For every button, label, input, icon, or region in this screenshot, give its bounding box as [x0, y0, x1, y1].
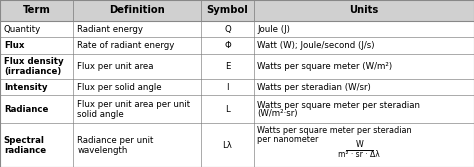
Text: Flux per solid angle: Flux per solid angle: [77, 83, 162, 92]
Text: Lλ: Lλ: [223, 141, 232, 150]
Text: Spectral
radiance: Spectral radiance: [4, 136, 46, 155]
Text: Radiance per unit
wavelength: Radiance per unit wavelength: [77, 136, 154, 155]
Text: Definition: Definition: [109, 5, 165, 15]
Text: Intensity: Intensity: [4, 83, 47, 92]
Bar: [0, 0, 474, 21]
Text: E: E: [225, 62, 230, 71]
Text: Q: Q: [224, 25, 231, 34]
Text: Φ: Φ: [224, 41, 231, 50]
Text: Flux per unit area per unit
solid angle: Flux per unit area per unit solid angle: [77, 100, 191, 119]
Text: Watt (W); Joule/second (J/s): Watt (W); Joule/second (J/s): [257, 41, 375, 50]
Bar: [0, 21, 474, 37]
Text: Symbol: Symbol: [207, 5, 248, 15]
Text: Rate of radiant energy: Rate of radiant energy: [77, 41, 174, 50]
Text: Radiant energy: Radiant energy: [77, 25, 143, 34]
Text: Watts per steradian (W/sr): Watts per steradian (W/sr): [257, 83, 371, 92]
Text: Term: Term: [23, 5, 51, 15]
Bar: [0, 37, 474, 54]
Text: Watts per square meter per steradian: Watts per square meter per steradian: [257, 101, 420, 110]
Bar: [0, 79, 474, 95]
Text: I: I: [226, 83, 229, 92]
Text: m² · sr · Δλ: m² · sr · Δλ: [338, 150, 380, 159]
Bar: [0, 95, 474, 123]
Text: Units: Units: [349, 5, 378, 15]
Text: Flux per unit area: Flux per unit area: [77, 62, 154, 71]
Text: Watts per square meter (W/m²): Watts per square meter (W/m²): [257, 62, 392, 71]
Text: Watts per square meter per steradian: Watts per square meter per steradian: [257, 126, 412, 135]
Text: Joule (J): Joule (J): [257, 25, 290, 34]
Bar: [0, 123, 474, 167]
Text: Flux density
(irradiance): Flux density (irradiance): [4, 57, 64, 76]
Text: Flux: Flux: [4, 41, 24, 50]
Text: Radiance: Radiance: [4, 105, 48, 114]
Text: L: L: [225, 105, 230, 114]
Bar: [0, 54, 474, 79]
Text: W: W: [356, 140, 363, 149]
Text: Quantity: Quantity: [4, 25, 41, 34]
Text: (W/m²·sr): (W/m²·sr): [257, 109, 298, 118]
Text: per nanometer: per nanometer: [257, 135, 319, 144]
